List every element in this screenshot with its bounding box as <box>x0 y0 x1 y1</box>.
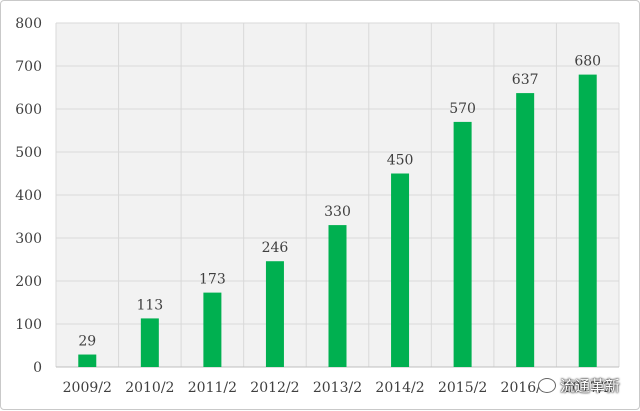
watermark: 流通革新 <box>538 375 620 396</box>
x-tick-label: 2015/2 <box>438 380 487 396</box>
bar <box>391 174 409 368</box>
y-tick-label: 600 <box>15 102 42 118</box>
y-tick-label: 800 <box>15 16 42 32</box>
bar <box>203 293 221 367</box>
data-label: 29 <box>78 334 96 350</box>
bar <box>78 355 96 367</box>
x-tick-label: 2014/2 <box>375 380 424 396</box>
bar <box>266 261 284 367</box>
x-tick-label: 2013/2 <box>313 380 362 396</box>
bar <box>579 75 597 367</box>
bar <box>516 93 534 367</box>
data-label: 450 <box>387 153 414 169</box>
y-tick-label: 0 <box>33 360 42 376</box>
y-tick-label: 500 <box>15 145 42 161</box>
watermark-text: 流通革新 <box>560 375 620 396</box>
data-label: 680 <box>574 54 601 70</box>
wechat-icon <box>538 378 556 393</box>
data-label: 330 <box>324 204 351 220</box>
x-tick-label: 2010/2 <box>125 380 174 396</box>
y-tick-label: 200 <box>15 274 42 290</box>
data-label: 173 <box>199 272 226 288</box>
bar <box>454 122 472 367</box>
data-label: 637 <box>512 72 539 88</box>
x-tick-label: 2012/2 <box>250 380 299 396</box>
y-axis-ticks: 0 100 200 300 400 500 600 700 800 <box>15 16 42 376</box>
bar <box>141 318 159 367</box>
x-tick-label: 2009/2 <box>63 380 112 396</box>
data-label: 570 <box>449 101 476 117</box>
bar <box>329 225 347 367</box>
data-label: 246 <box>262 240 289 256</box>
x-axis-ticks: 2009/2 2010/2 2011/2 2012/2 2013/2 2014/2 2015… <box>63 380 613 396</box>
data-label: 113 <box>136 297 163 313</box>
x-tick-label: 2011/2 <box>188 380 237 396</box>
y-tick-label: 300 <box>15 231 42 247</box>
y-tick-label: 400 <box>15 188 42 204</box>
y-tick-label: 100 <box>15 317 42 333</box>
y-tick-label: 700 <box>15 59 42 75</box>
